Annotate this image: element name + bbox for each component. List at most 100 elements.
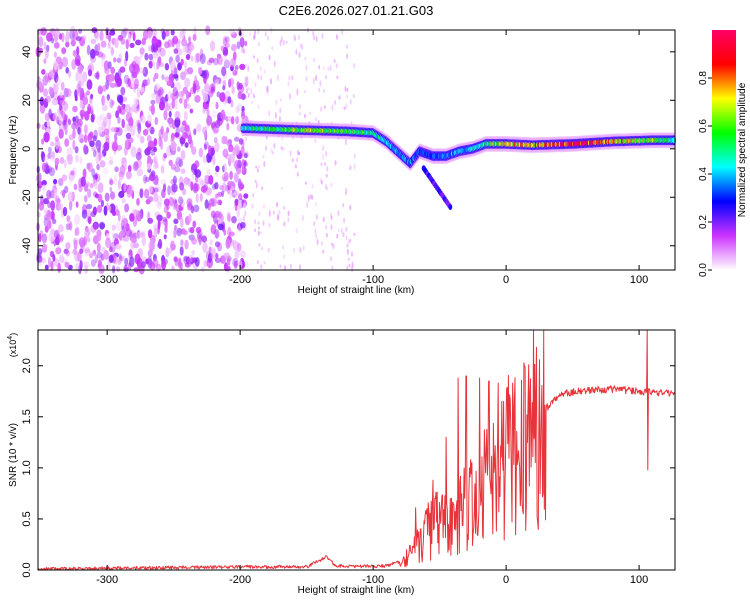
noise-speckle bbox=[325, 173, 328, 178]
noise-speckle bbox=[268, 110, 271, 117]
noise-speckle bbox=[147, 30, 153, 38]
noise-speckle bbox=[79, 237, 86, 248]
noise-speckle bbox=[257, 221, 260, 225]
noise-speckle bbox=[245, 136, 247, 142]
noise-speckle bbox=[97, 193, 103, 203]
noise-speckle bbox=[303, 114, 306, 118]
noise-speckle bbox=[277, 214, 280, 221]
noise-speckle bbox=[49, 152, 55, 162]
noise-speckle bbox=[305, 76, 308, 82]
noise-speckle bbox=[346, 244, 349, 248]
noise-speckle bbox=[168, 196, 175, 207]
noise-speckle bbox=[41, 162, 47, 173]
noise-speckle bbox=[96, 70, 100, 80]
noise-speckle bbox=[94, 182, 99, 190]
noise-speckle bbox=[289, 150, 292, 157]
noise-speckle bbox=[331, 242, 333, 247]
spectrogram-x-tick-label: 0 bbox=[503, 274, 509, 286]
noise-speckle bbox=[43, 197, 50, 205]
noise-speckle bbox=[230, 29, 236, 36]
noise-speckle bbox=[53, 42, 60, 49]
noise-speckle bbox=[287, 210, 290, 217]
noise-speckle bbox=[336, 75, 339, 79]
noise-speckle bbox=[311, 194, 314, 200]
noise-speckle bbox=[254, 30, 257, 35]
noise-speckle bbox=[337, 210, 340, 217]
noise-speckle bbox=[146, 163, 152, 170]
noise-speckle bbox=[172, 175, 177, 185]
noise-speckle bbox=[38, 36, 44, 48]
noise-speckle bbox=[167, 185, 171, 196]
noise-speckle bbox=[65, 34, 70, 43]
noise-speckle bbox=[285, 40, 288, 45]
noise-speckle bbox=[106, 112, 112, 120]
colorbar-tick-label: 0.2 bbox=[698, 215, 709, 229]
snr-panel: -300 -200 -100 0 100 0.0 0.5 1.0 1.5 2.0 Height o… bbox=[7, 329, 676, 596]
noise-speckle bbox=[141, 37, 146, 46]
noise-speckle bbox=[277, 134, 280, 138]
noise-speckle bbox=[153, 157, 157, 164]
noise-speckle bbox=[90, 93, 94, 100]
noise-speckle bbox=[101, 104, 108, 112]
noise-speckle bbox=[187, 67, 192, 75]
noise-speckle bbox=[257, 74, 260, 80]
noise-speckle bbox=[144, 176, 151, 182]
noise-speckle bbox=[187, 134, 192, 145]
noise-speckle bbox=[147, 196, 154, 203]
noise-speckle bbox=[234, 65, 239, 70]
noise-speckle bbox=[117, 213, 121, 222]
noise-speckle bbox=[174, 117, 181, 128]
noise-speckle bbox=[299, 42, 302, 49]
noise-speckle bbox=[75, 201, 79, 208]
noise-speckle bbox=[62, 119, 67, 126]
noise-speckle bbox=[105, 133, 110, 141]
noise-speckle bbox=[214, 182, 219, 190]
noise-speckle bbox=[200, 266, 205, 273]
noise-speckle bbox=[136, 168, 143, 177]
noise-speckle bbox=[254, 219, 257, 225]
noise-speckle bbox=[190, 146, 197, 155]
noise-speckle bbox=[275, 99, 278, 106]
noise-speckle bbox=[232, 70, 238, 76]
noise-speckle bbox=[189, 226, 195, 234]
noise-speckle bbox=[109, 246, 113, 253]
noise-speckle bbox=[233, 190, 239, 197]
noise-speckle bbox=[214, 210, 221, 218]
noise-speckle bbox=[175, 111, 179, 117]
spectrogram-y-tick-label: -40 bbox=[21, 238, 33, 254]
noise-speckle bbox=[109, 186, 113, 193]
noise-speckle bbox=[106, 94, 111, 101]
noise-speckle bbox=[87, 102, 94, 108]
noise-speckle bbox=[270, 148, 273, 154]
noise-speckle bbox=[207, 156, 213, 163]
noise-speckle bbox=[114, 209, 120, 216]
noise-speckle bbox=[107, 123, 111, 130]
noise-speckle bbox=[268, 222, 271, 228]
spectrogram-y-tick-label: 0 bbox=[21, 146, 33, 152]
noise-speckle bbox=[283, 254, 286, 259]
noise-speckle bbox=[91, 146, 96, 152]
noise-speckle bbox=[109, 155, 113, 163]
figure-title: C2E6.2026.027.01.21.G03 bbox=[279, 3, 434, 18]
noise-speckle bbox=[164, 76, 170, 82]
noise-speckle bbox=[194, 95, 201, 103]
noise-speckle bbox=[304, 181, 307, 185]
noise-speckle bbox=[43, 41, 47, 50]
noise-speckle bbox=[180, 168, 186, 174]
noise-speckle bbox=[186, 198, 193, 207]
spectrogram-frame bbox=[37, 29, 676, 271]
noise-speckle bbox=[348, 263, 351, 268]
noise-speckle bbox=[48, 257, 51, 268]
noise-speckle bbox=[234, 67, 238, 75]
noise-speckle bbox=[179, 182, 185, 191]
noise-speckle bbox=[63, 248, 69, 255]
noise-speckle bbox=[45, 95, 51, 103]
noise-speckle bbox=[56, 198, 61, 204]
noise-speckle bbox=[349, 99, 352, 105]
noise-speckle bbox=[344, 191, 347, 196]
noise-speckle bbox=[175, 54, 180, 63]
noise-speckle bbox=[313, 35, 315, 41]
noise-speckle bbox=[65, 67, 69, 74]
noise-speckle bbox=[330, 212, 333, 218]
